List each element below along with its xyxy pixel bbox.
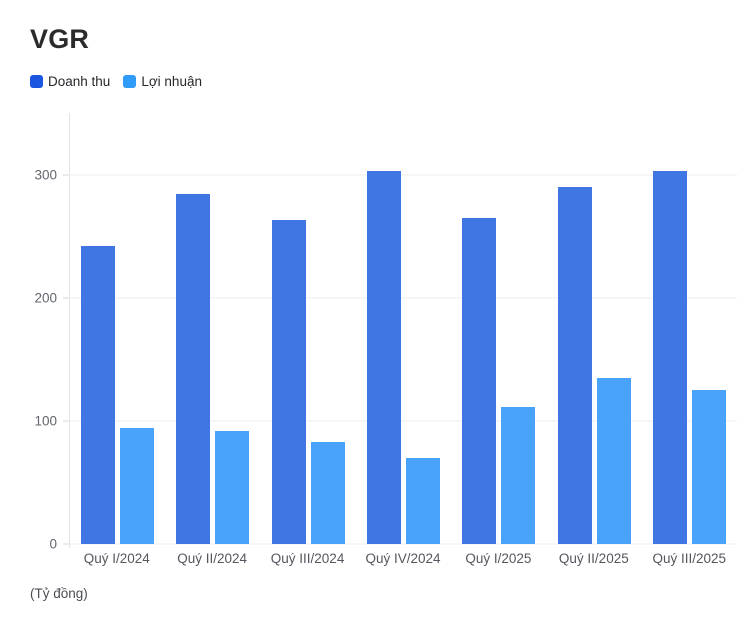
x-axis-label-quy-i-2025: Quý I/2025: [465, 551, 532, 566]
y-axis-label-0: 0: [49, 536, 57, 552]
x-axis-label-quy-ii-2024: Quý II/2024: [177, 551, 248, 566]
bars-container: [70, 113, 737, 544]
bar-group-quy-i-2024: [70, 113, 165, 544]
plot-area: 0 100 200 300: [34, 113, 737, 552]
bar-doanh-thu-quy-i-2025[interactable]: [462, 217, 497, 544]
bar-group-quy-iii-2024: [261, 113, 356, 544]
gridline-100: [69, 420, 737, 422]
y-axis-line: [69, 113, 70, 548]
page-title: VGR: [30, 24, 90, 54]
y-tick-200: [63, 297, 69, 299]
bar-loi-nhuan-quy-iv-2024[interactable]: [405, 457, 440, 544]
bar-group-quy-ii-2024: [165, 113, 260, 544]
bar-group-quy-ii-2025: [546, 113, 641, 544]
bar-loi-nhuan-quy-iii-2025[interactable]: [691, 390, 726, 544]
y-axis-label-300: 300: [34, 167, 57, 183]
y-tick-100: [63, 420, 69, 422]
bar-doanh-thu-quy-ii-2025[interactable]: [557, 186, 592, 544]
bar-doanh-thu-quy-iii-2024[interactable]: [271, 220, 306, 544]
bar-doanh-thu-quy-iv-2024[interactable]: [366, 170, 401, 544]
y-tick-300: [63, 174, 69, 176]
bar-loi-nhuan-quy-ii-2025[interactable]: [596, 377, 631, 544]
x-axis-label-quy-iii-2025: Quý III/2025: [652, 551, 727, 566]
bar-loi-nhuan-quy-iii-2024[interactable]: [310, 441, 345, 544]
bar-group-quy-iv-2024: [356, 113, 451, 544]
bar-loi-nhuan-quy-ii-2024[interactable]: [215, 430, 250, 544]
bar-doanh-thu-quy-iii-2025[interactable]: [652, 170, 687, 544]
gridline-300: [69, 174, 737, 176]
gridline-0: [69, 543, 737, 545]
x-axis-label-quy-i-2024: Quý I/2024: [83, 551, 150, 566]
bar-doanh-thu-quy-i-2024[interactable]: [81, 246, 116, 544]
y-axis-label-100: 100: [34, 413, 57, 429]
bar-group-quy-iii-2025: [642, 113, 737, 544]
bar-doanh-thu-quy-ii-2024[interactable]: [176, 194, 211, 544]
gridline-200: [69, 297, 737, 299]
legend-item-doanh-thu[interactable]: Doanh thu: [30, 74, 110, 89]
bar-group-quy-i-2025: [451, 113, 546, 544]
x-axis-labels: Quý I/2024 Quý II/2024 Quý III/2024 Quý IV/…: [69, 551, 737, 566]
y-tick-0: [63, 543, 69, 545]
legend-label-doanh-thu: Doanh thu: [48, 74, 111, 89]
x-axis-label-quy-iv-2024: Quý IV/2024: [365, 551, 441, 566]
unit-note: (Tỷ đồng): [30, 586, 88, 601]
legend-swatch-doanh-thu: [30, 75, 43, 88]
legend-item-loi-nhuan[interactable]: Lợi nhuận: [123, 74, 202, 89]
legend: Doanh thu Lợi nhuận: [30, 74, 202, 89]
legend-label-loi-nhuan: Lợi nhuận: [141, 74, 202, 89]
bar-loi-nhuan-quy-i-2025[interactable]: [501, 407, 536, 544]
bar-loi-nhuan-quy-i-2024[interactable]: [120, 428, 155, 544]
x-axis-label-quy-ii-2025: Quý II/2025: [558, 551, 629, 566]
x-axis-label-quy-iii-2024: Quý III/2024: [270, 551, 345, 566]
legend-swatch-loi-nhuan: [123, 75, 137, 88]
y-axis-label-200: 200: [34, 290, 57, 306]
